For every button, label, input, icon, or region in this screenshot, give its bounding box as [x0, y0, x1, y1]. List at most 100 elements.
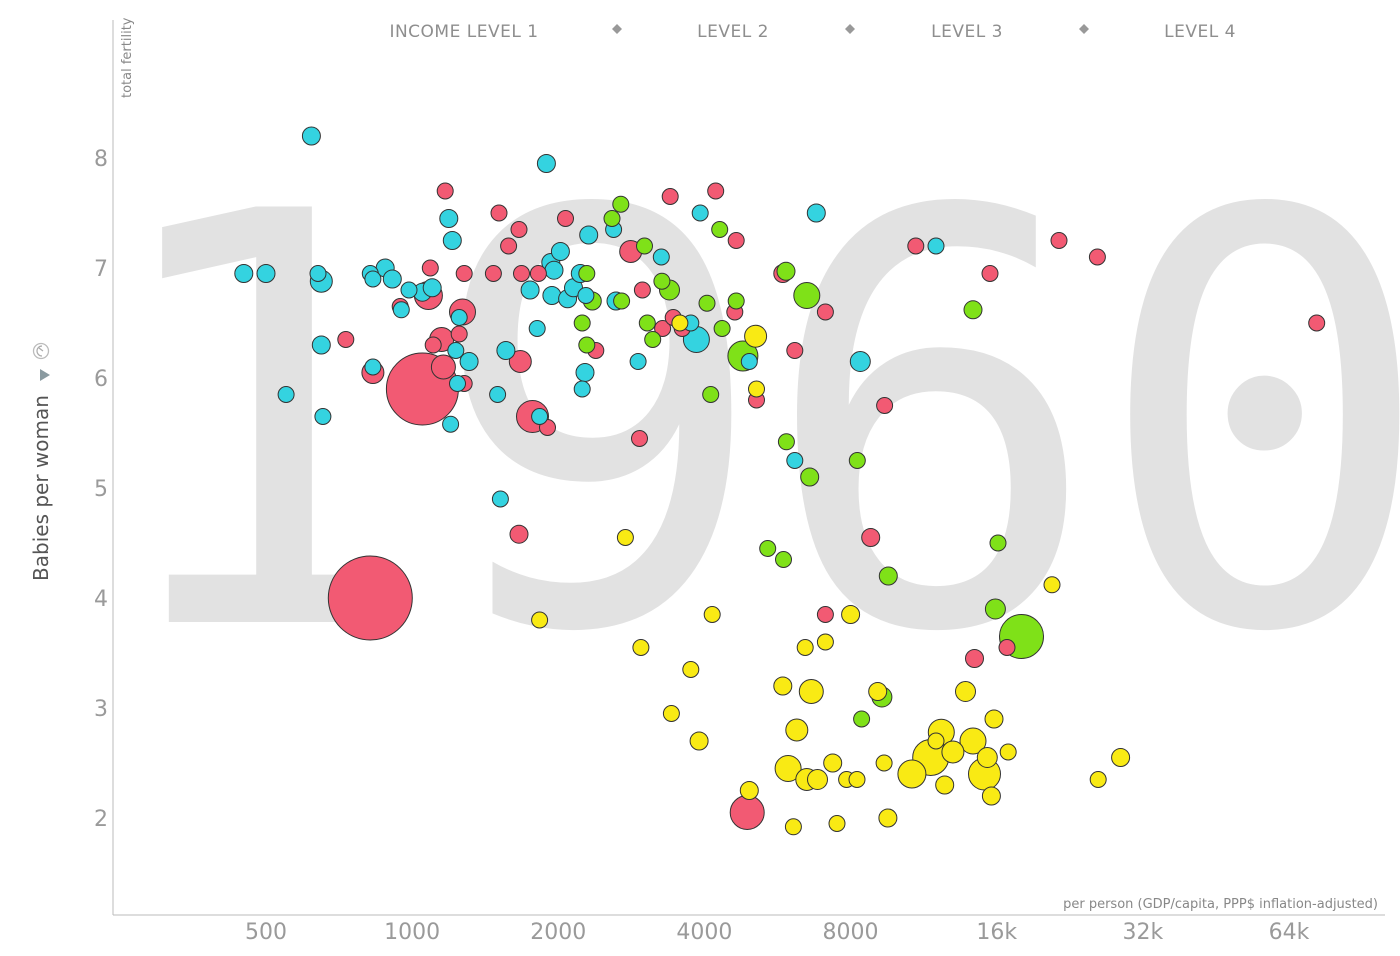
- bubble-yellow[interactable]: [739, 781, 759, 800]
- bubble-green[interactable]: [713, 320, 731, 337]
- bubble-cyan[interactable]: [927, 237, 945, 255]
- bubble-cyan[interactable]: [579, 225, 599, 245]
- bubble-green[interactable]: [984, 598, 1006, 620]
- bubble-red[interactable]: [965, 649, 984, 668]
- legend-item[interactable]: LEVEL 3: [931, 22, 1003, 42]
- bubble-yellow[interactable]: [796, 639, 814, 656]
- bubble-red[interactable]: [424, 336, 442, 354]
- bubble-cyan[interactable]: [542, 286, 562, 305]
- bubble-cyan[interactable]: [277, 386, 295, 403]
- bubble-red[interactable]: [455, 265, 473, 282]
- bubble-red[interactable]: [337, 331, 355, 348]
- bubble-red[interactable]: [490, 204, 508, 222]
- bubble-red[interactable]: [508, 350, 532, 373]
- bubble-cyan[interactable]: [392, 301, 410, 319]
- bubble-green[interactable]: [573, 314, 591, 332]
- bubble-red[interactable]: [484, 265, 502, 282]
- y-axis-label-group[interactable]: Babies per woman: [29, 342, 53, 581]
- bubble-yellow[interactable]: [984, 709, 1004, 729]
- bubble-green[interactable]: [853, 710, 871, 728]
- bubble-yellow[interactable]: [868, 682, 888, 701]
- bubble-yellow[interactable]: [816, 633, 834, 651]
- bubble-green[interactable]: [800, 467, 820, 487]
- bubble-cyan[interactable]: [629, 353, 647, 370]
- bubble-yellow[interactable]: [878, 808, 898, 828]
- bubble-yellow[interactable]: [703, 606, 721, 623]
- bubble-yellow[interactable]: [823, 753, 843, 773]
- bubble-red[interactable]: [786, 342, 804, 359]
- bubble-red[interactable]: [861, 528, 881, 547]
- bubble-red[interactable]: [509, 524, 529, 544]
- bubble-red[interactable]: [1308, 314, 1326, 332]
- bubble-yellow[interactable]: [927, 732, 945, 750]
- bubble-cyan[interactable]: [652, 248, 670, 266]
- bubble-cyan[interactable]: [577, 287, 595, 304]
- bubble-green[interactable]: [613, 292, 631, 310]
- speedometer-icon[interactable]: [32, 342, 50, 360]
- bubble-red[interactable]: [729, 795, 765, 830]
- bubble-red[interactable]: [1050, 232, 1068, 249]
- bubble-red[interactable]: [631, 430, 648, 447]
- bubble-green[interactable]: [776, 261, 796, 281]
- bubble-yellow[interactable]: [897, 759, 927, 789]
- bubble-yellow[interactable]: [632, 639, 650, 656]
- bubble-cyan[interactable]: [786, 452, 804, 469]
- bubble-yellow[interactable]: [1089, 771, 1107, 788]
- bubble-yellow[interactable]: [999, 743, 1017, 761]
- bubble-yellow[interactable]: [671, 314, 689, 332]
- bubble-red[interactable]: [529, 265, 547, 282]
- bubble-cyan[interactable]: [422, 278, 442, 298]
- bubble-cyan[interactable]: [447, 342, 465, 359]
- bubble-yellow[interactable]: [1111, 748, 1131, 767]
- bubble-cyan[interactable]: [459, 352, 479, 371]
- bubble-yellow[interactable]: [981, 786, 1001, 806]
- bubble-yellow[interactable]: [875, 754, 893, 772]
- bubble-yellow[interactable]: [785, 718, 809, 742]
- bubble-green[interactable]: [578, 336, 596, 354]
- bubble-cyan[interactable]: [849, 351, 871, 372]
- bubble-green[interactable]: [878, 566, 898, 586]
- bubble-red[interactable]: [661, 188, 679, 205]
- bubble-green[interactable]: [793, 282, 821, 309]
- bubble-red[interactable]: [421, 259, 439, 277]
- bubble-green[interactable]: [848, 452, 866, 469]
- bubble-cyan[interactable]: [536, 154, 556, 173]
- bubble-yellow[interactable]: [774, 755, 802, 782]
- bubble-cyan[interactable]: [489, 386, 507, 403]
- bubble-cyan[interactable]: [256, 264, 276, 283]
- bubble-cyan[interactable]: [439, 209, 459, 228]
- bubble-yellow[interactable]: [828, 815, 846, 832]
- bubble-cyan[interactable]: [442, 231, 462, 250]
- bubble-red[interactable]: [436, 182, 454, 200]
- y-axis-label[interactable]: Babies per woman: [29, 395, 53, 581]
- bubble-green[interactable]: [612, 195, 630, 213]
- bubble-cyan[interactable]: [550, 242, 570, 261]
- bubble-red[interactable]: [430, 354, 456, 380]
- bubble-cyan[interactable]: [573, 380, 591, 398]
- bubble-green[interactable]: [603, 210, 621, 227]
- bubble-yellow[interactable]: [941, 740, 965, 764]
- bubble-red[interactable]: [633, 281, 651, 299]
- bubble-yellow[interactable]: [748, 380, 765, 398]
- bubble-cyan[interactable]: [442, 415, 460, 433]
- bubble-green[interactable]: [653, 272, 671, 290]
- bubble-red[interactable]: [1088, 248, 1106, 266]
- bubble-yellow[interactable]: [848, 771, 866, 788]
- bubble-green[interactable]: [698, 294, 716, 312]
- bubble-red[interactable]: [557, 210, 574, 227]
- bubble-red[interactable]: [816, 606, 834, 623]
- bubble-red[interactable]: [998, 639, 1016, 656]
- bubble-green[interactable]: [578, 265, 596, 282]
- bubble-cyan[interactable]: [314, 408, 332, 425]
- bubble-green[interactable]: [775, 551, 792, 568]
- bubble-red[interactable]: [727, 232, 745, 249]
- bubble-yellow[interactable]: [807, 769, 828, 790]
- bubble-cyan[interactable]: [806, 203, 826, 223]
- bubble-yellow[interactable]: [616, 529, 634, 546]
- bubble-red[interactable]: [876, 397, 894, 414]
- bubble-cyan[interactable]: [309, 265, 327, 282]
- bubble-red[interactable]: [981, 265, 999, 282]
- bubble-cyan[interactable]: [520, 280, 540, 300]
- bubble-green[interactable]: [702, 386, 720, 403]
- bubble-cyan[interactable]: [311, 335, 331, 355]
